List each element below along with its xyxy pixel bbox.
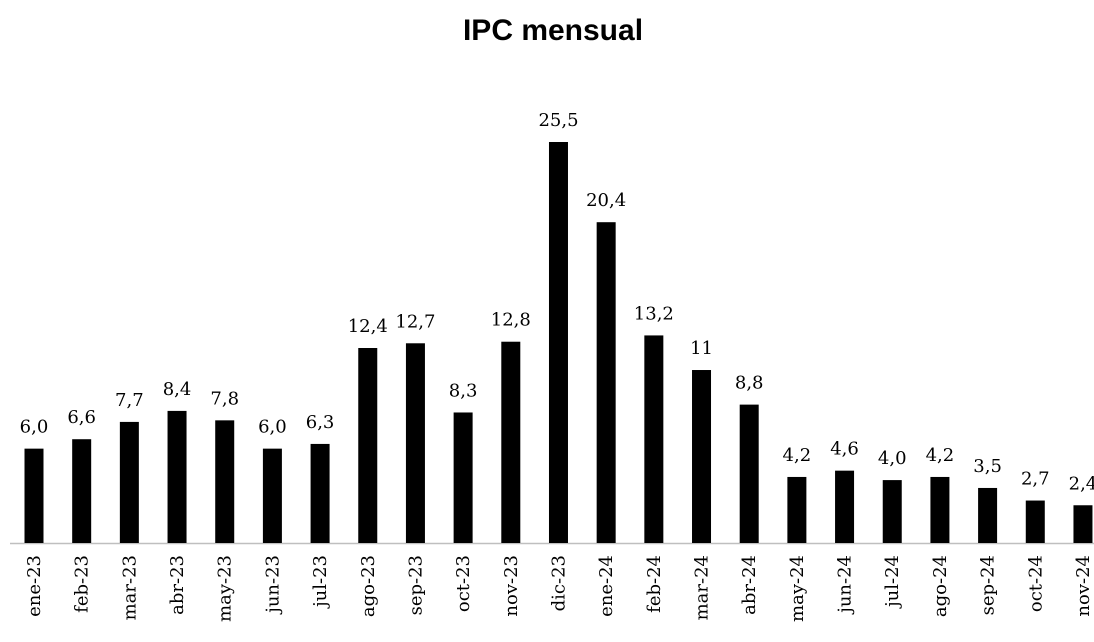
bar — [978, 487, 998, 543]
bar — [24, 448, 44, 543]
value-label: 8,8 — [735, 373, 764, 394]
x-tick-label: ago-23 — [358, 555, 379, 617]
value-label: 8,4 — [163, 379, 192, 400]
x-tick-label: dic-23 — [548, 555, 569, 611]
bar — [930, 476, 950, 543]
bar — [739, 404, 759, 543]
value-label: 6,0 — [258, 417, 287, 438]
bar — [215, 420, 235, 543]
value-label: 6,6 — [67, 407, 96, 428]
value-label: 12,7 — [395, 311, 435, 332]
x-tick-label: nov-23 — [501, 555, 522, 617]
value-label: 12,4 — [348, 316, 388, 337]
x-tick-label: sep-24 — [978, 555, 999, 615]
bar — [310, 443, 330, 543]
bar — [1073, 505, 1093, 543]
bar — [453, 412, 473, 543]
bar — [358, 348, 378, 543]
value-label: 12,8 — [491, 310, 531, 331]
x-tick-label: may-23 — [215, 555, 236, 622]
value-label: 4,2 — [783, 445, 812, 466]
x-tick-label: mar-23 — [119, 555, 140, 620]
chart-title: IPC mensual — [463, 14, 643, 47]
bar — [405, 343, 425, 543]
value-label: 2,7 — [1021, 469, 1050, 490]
x-tick-label: ene-23 — [24, 555, 45, 617]
bar — [692, 370, 712, 543]
x-tick-label: mar-24 — [692, 555, 713, 620]
x-tick-label: abr-23 — [167, 555, 188, 615]
x-tick-label: oct-24 — [1025, 555, 1046, 612]
bar — [644, 335, 664, 543]
bar — [787, 476, 807, 543]
x-tick-label: sep-23 — [405, 555, 426, 615]
bar — [548, 142, 568, 543]
x-tick-label: ene-24 — [596, 555, 617, 617]
x-tick-label: jun-23 — [262, 555, 283, 615]
x-tick-label: may-24 — [787, 555, 808, 622]
bar — [1025, 500, 1045, 543]
x-tick-label: jul-23 — [310, 555, 331, 609]
value-label: 25,5 — [538, 110, 578, 131]
value-label: 3,5 — [973, 456, 1002, 477]
bar — [262, 448, 282, 543]
x-tick-label: ago-24 — [930, 555, 951, 617]
bar — [835, 470, 855, 543]
x-tick-label: feb-23 — [72, 555, 93, 613]
x-tick-label: abr-24 — [739, 555, 760, 615]
value-label: 6,3 — [306, 412, 335, 433]
bar — [72, 439, 92, 543]
value-label: 4,6 — [830, 439, 859, 460]
value-label: 13,2 — [634, 303, 674, 324]
value-label: 7,7 — [115, 390, 144, 411]
x-tick-label: nov-24 — [1073, 555, 1094, 617]
value-label: 7,8 — [210, 388, 239, 409]
bar — [119, 421, 139, 543]
value-label: 4,0 — [878, 448, 907, 469]
bar — [501, 341, 521, 543]
value-label: 11 — [690, 338, 713, 359]
value-label: 4,2 — [926, 445, 955, 466]
value-label: 2,4 — [1069, 473, 1094, 494]
bar — [167, 410, 187, 543]
x-tick-label: jul-24 — [882, 555, 903, 609]
bar — [596, 222, 616, 543]
x-tick-label: feb-24 — [644, 555, 665, 613]
x-tick-label: jun-24 — [835, 555, 856, 615]
value-label: 6,0 — [20, 417, 49, 438]
bar — [882, 480, 902, 543]
value-label: 20,4 — [586, 190, 626, 211]
value-label: 8,3 — [449, 380, 478, 401]
x-tick-label: oct-23 — [453, 555, 474, 612]
